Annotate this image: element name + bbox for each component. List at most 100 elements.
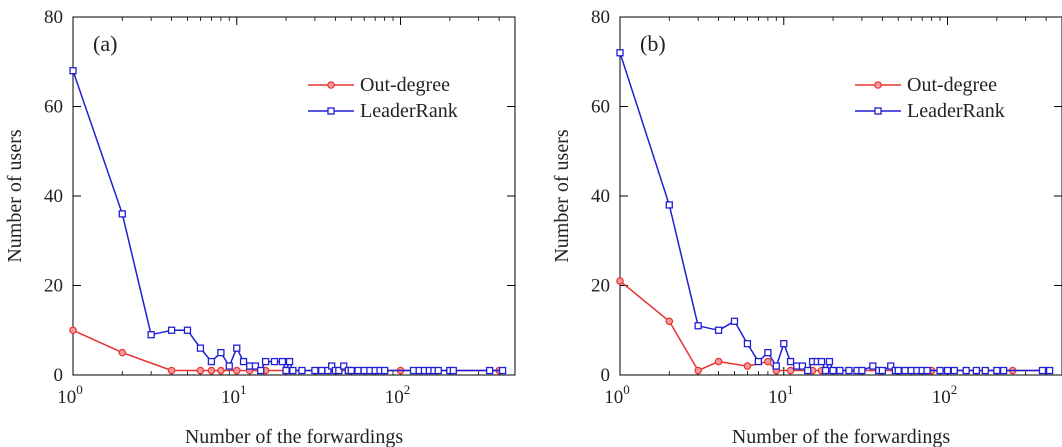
y-tick-label: 0 xyxy=(54,365,64,386)
x-axis-label: Number of the forwardings xyxy=(185,426,403,447)
data-point-square xyxy=(772,362,780,370)
legend-entry-label: LeaderRank xyxy=(907,100,1005,122)
data-point-square xyxy=(207,357,216,366)
data-point-square xyxy=(901,366,909,375)
data-point-square xyxy=(196,344,205,352)
legend: Out-degree LeaderRank xyxy=(308,74,458,122)
data-point-square xyxy=(118,210,126,218)
series-line xyxy=(619,280,1047,372)
x-tick-base: 10 xyxy=(604,387,623,408)
data-point-circle xyxy=(196,366,205,375)
data-point-circle xyxy=(786,366,795,375)
y-tick-label: 80 xyxy=(591,7,610,28)
data-point-square xyxy=(311,366,319,375)
data-point-square xyxy=(780,340,788,348)
data-point-square xyxy=(858,366,866,375)
x-tick-base: 10 xyxy=(57,387,76,408)
data-point-circle xyxy=(694,366,702,375)
data-point-square xyxy=(251,362,260,370)
data-point-square xyxy=(730,317,739,325)
data-point-square xyxy=(69,67,77,75)
data-point-square xyxy=(836,366,844,375)
data-point-square xyxy=(285,357,294,366)
data-point-square xyxy=(694,322,702,330)
data-point-square xyxy=(999,366,1008,375)
x-tick-exponent: 1 xyxy=(240,382,247,397)
data-point-square xyxy=(754,357,763,366)
data-point-square xyxy=(825,357,834,366)
data-point-circle xyxy=(232,366,241,375)
x-tick-base: 10 xyxy=(932,387,951,408)
data-point-square xyxy=(217,348,225,357)
data-point-square xyxy=(821,366,830,375)
series-leaderrank xyxy=(616,49,1054,375)
x-tick-base: 10 xyxy=(768,387,787,408)
data-point-square xyxy=(993,366,1001,375)
legend-swatch-marker xyxy=(327,81,335,89)
y-tick-label: 60 xyxy=(44,97,63,118)
data-point-square xyxy=(498,366,507,375)
data-point-square xyxy=(167,326,176,334)
data-point-square xyxy=(817,357,826,366)
data-point-square xyxy=(335,366,343,375)
plot-frame xyxy=(72,16,516,376)
panel-label: (b) xyxy=(640,31,666,56)
data-point-square xyxy=(845,366,853,375)
x-axis-label: Number of the forwardings xyxy=(732,426,950,447)
data-point-square xyxy=(665,201,673,209)
data-point-square xyxy=(270,357,279,366)
data-point-square xyxy=(434,366,442,375)
plot-frame xyxy=(619,16,1062,376)
data-point-circle xyxy=(118,348,127,357)
data-point-square xyxy=(239,357,248,366)
data-point-square xyxy=(347,366,355,375)
legend: Out-degree LeaderRank xyxy=(855,74,1005,122)
data-point-square xyxy=(282,366,290,375)
data-point-circle xyxy=(665,317,674,326)
x-tick-label: 100 xyxy=(604,382,630,408)
data-point-square xyxy=(972,366,981,375)
data-point-square xyxy=(894,366,902,375)
data-point-square xyxy=(962,366,970,375)
legend-swatch-marker xyxy=(874,107,882,115)
legend-swatch-marker xyxy=(874,81,882,89)
x-tick-label: 102 xyxy=(385,382,411,408)
data-point-square xyxy=(289,366,297,375)
data-point-circle xyxy=(743,362,752,370)
data-point-square xyxy=(340,362,348,370)
data-point-circle xyxy=(764,357,772,366)
x-tick-exponent: 0 xyxy=(623,382,630,397)
x-tick-exponent: 2 xyxy=(404,382,411,397)
data-point-square xyxy=(764,348,772,357)
data-point-circle xyxy=(207,366,216,375)
x-tick-label: 102 xyxy=(932,382,958,408)
data-point-circle xyxy=(167,366,176,375)
data-point-square xyxy=(381,366,389,375)
data-point-square xyxy=(257,366,265,375)
legend-entry-label: LeaderRank xyxy=(360,100,458,122)
data-point-square xyxy=(829,366,837,375)
x-tick-base: 10 xyxy=(221,387,240,408)
data-point-square xyxy=(324,366,332,375)
data-point-square xyxy=(298,366,306,375)
data-point-square xyxy=(449,366,457,375)
x-tick-exponent: 2 xyxy=(951,382,958,397)
y-tick-label: 20 xyxy=(44,276,63,297)
legend-swatch-marker xyxy=(327,107,335,115)
y-tick-label: 40 xyxy=(591,186,610,207)
data-point-square xyxy=(786,357,795,366)
data-point-square xyxy=(233,344,241,352)
series-out-degree xyxy=(69,326,503,375)
data-point-square xyxy=(1038,366,1047,375)
data-point-square xyxy=(943,366,952,375)
legend-entry-label: Out-degree xyxy=(907,74,997,96)
data-point-square xyxy=(878,366,887,375)
series-leaderrank xyxy=(69,67,507,375)
panel-label: (a) xyxy=(93,31,117,56)
data-point-square xyxy=(278,357,287,366)
data-point-square xyxy=(869,362,877,370)
y-tick-label: 60 xyxy=(591,97,610,118)
data-point-square xyxy=(714,326,723,334)
x-tick-label: 101 xyxy=(768,382,794,408)
